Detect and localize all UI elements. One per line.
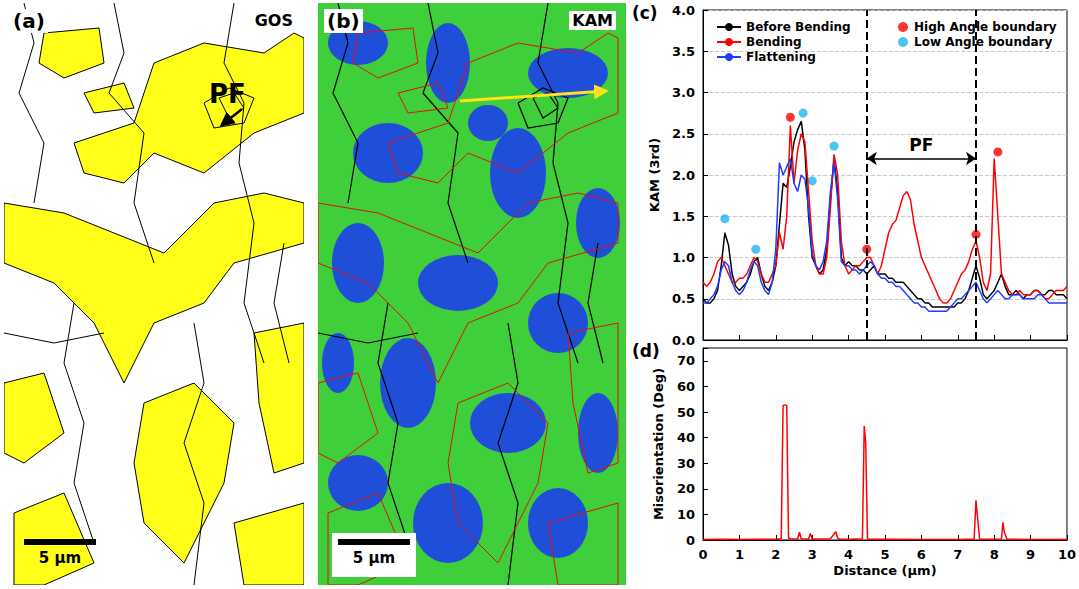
svg-text:3: 3 <box>808 547 817 562</box>
svg-text:5: 5 <box>880 547 889 562</box>
html-text:PF: PF <box>209 79 246 109</box>
svg-text:0: 0 <box>698 547 707 562</box>
svg-text:1.0: 1.0 <box>672 250 695 265</box>
svg-text:3.5: 3.5 <box>672 44 695 59</box>
svg-text:9: 9 <box>1026 547 1035 562</box>
html-text:(a): (a) <box>13 9 45 33</box>
svg-text:Misorientation (Deg): Misorientation (Deg) <box>651 368 666 520</box>
svg-text:(d): (d) <box>632 341 660 361</box>
svg-text:High Angle boundary: High Angle boundary <box>914 20 1057 34</box>
svg-text:1.5: 1.5 <box>672 209 695 224</box>
svg-text:0: 0 <box>686 533 695 548</box>
svg-text:Before Bending: Before Bending <box>746 20 851 34</box>
svg-text:6: 6 <box>917 547 926 562</box>
html-text:5 μm: 5 μm <box>352 549 396 567</box>
svg-text:30: 30 <box>677 456 695 471</box>
svg-text:Bending: Bending <box>746 35 802 49</box>
svg-text:Distance (μm): Distance (μm) <box>833 563 936 578</box>
svg-text:Flattening: Flattening <box>746 50 816 64</box>
html-text:KAM: KAM <box>572 11 613 30</box>
svg-text:4: 4 <box>844 547 853 562</box>
svg-text:8: 8 <box>990 547 999 562</box>
svg-text:0.0: 0.0 <box>672 333 695 348</box>
svg-text:70: 70 <box>677 353 695 368</box>
svg-text:2.5: 2.5 <box>672 126 695 141</box>
svg-text:20: 20 <box>677 481 695 496</box>
svg-text:Low Angle boundary: Low Angle boundary <box>914 35 1053 49</box>
svg-text:KAM (3rd): KAM (3rd) <box>647 138 662 212</box>
svg-text:(c): (c) <box>632 3 658 23</box>
svg-text:1: 1 <box>735 547 744 562</box>
svg-text:2: 2 <box>771 547 780 562</box>
svg-text:7: 7 <box>953 547 962 562</box>
svg-text:4.0: 4.0 <box>672 3 695 18</box>
svg-text:60: 60 <box>677 379 695 394</box>
svg-text:40: 40 <box>677 430 695 445</box>
html-text:(b): (b) <box>327 9 360 33</box>
html-text:5 μm: 5 μm <box>38 549 82 567</box>
svg-text:10: 10 <box>677 507 695 522</box>
svg-text:10: 10 <box>1058 547 1076 562</box>
svg-text:3.0: 3.0 <box>672 85 695 100</box>
svg-text:0.5: 0.5 <box>672 291 695 306</box>
html-text:GOS: GOS <box>254 11 293 30</box>
svg-text:50: 50 <box>677 405 695 420</box>
svg-text:2.0: 2.0 <box>672 168 695 183</box>
svg-text:PF: PF <box>909 135 933 155</box>
